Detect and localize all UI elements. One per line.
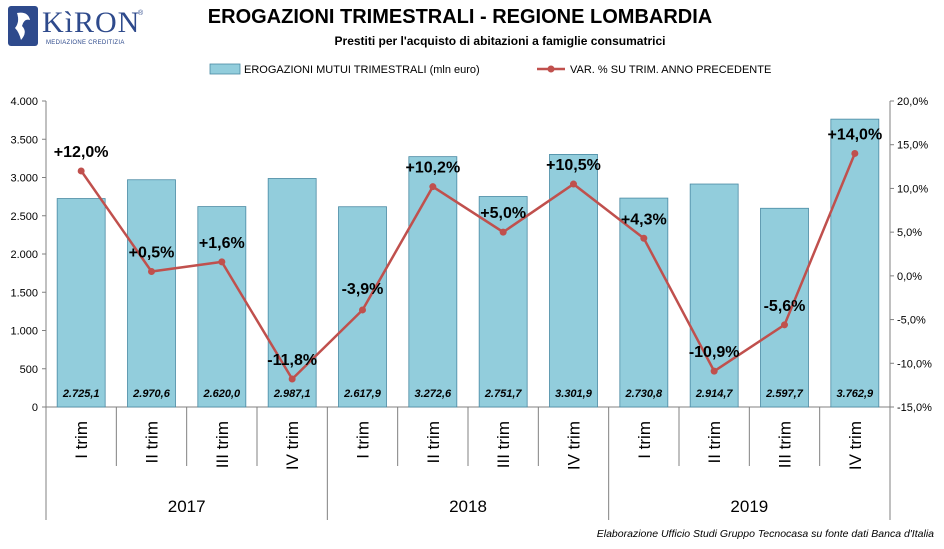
- variation-point-3: [218, 258, 226, 266]
- kiron-emblem-icon: [8, 6, 38, 46]
- variation-value-label: +1,6%: [199, 235, 245, 252]
- variation-point-2: [148, 267, 155, 275]
- bar-value-label: 2.730,8: [624, 388, 663, 400]
- variation-point-4: [288, 375, 296, 383]
- left-axis-tick-label: 0: [32, 402, 38, 414]
- variation-value-label: +0,5%: [129, 244, 175, 261]
- variation-value-label: -3,9%: [342, 281, 384, 298]
- bar-4: [267, 178, 317, 408]
- category-label: III trim: [213, 421, 232, 468]
- category-label: IV trim: [846, 421, 865, 470]
- right-axis-tick-label: -15,0%: [897, 402, 932, 414]
- variation-point-1: [77, 167, 85, 175]
- category-label: II trim: [705, 421, 724, 464]
- left-axis-tick-label: 1.500: [10, 287, 38, 299]
- variation-value-label: +5,0%: [480, 205, 526, 222]
- category-label: IV trim: [283, 421, 302, 470]
- legend-line-label: VAR. % SU TRIM. ANNO PRECEDENTE: [570, 64, 771, 76]
- bar-1: [56, 198, 106, 408]
- bar-value-label: 3.762,9: [836, 388, 874, 400]
- category-label: II trim: [424, 421, 443, 464]
- kiron-logo: KìRON ® MEDIAZIONE CREDITIZIA: [8, 6, 148, 52]
- variation-value-label: +10,5%: [546, 157, 601, 174]
- variation-point-7: [499, 228, 507, 236]
- legend-bar-label: EROGAZIONI MUTUI TRIMESTRALI (mln euro): [244, 64, 480, 76]
- category-label: IV trim: [565, 421, 584, 470]
- legend-bar-swatch: [209, 63, 241, 75]
- category-label: II trim: [143, 421, 162, 464]
- chart-subtitle: Prestiti per l'acquisto di abitazioni a …: [334, 34, 666, 48]
- category-label: I trim: [635, 421, 654, 459]
- right-axis-tick-label: 10,0%: [897, 183, 928, 195]
- left-axis-tick-label: 500: [20, 364, 38, 376]
- bar-9: [619, 197, 669, 408]
- right-axis-tick-label: 0,0%: [897, 271, 922, 283]
- left-axis-tick-label: 3.000: [10, 173, 38, 185]
- variation-point-9: [640, 234, 648, 242]
- right-axis-tick-label: -5,0%: [897, 315, 926, 327]
- bar-3: [197, 206, 247, 408]
- variation-value-label: +4,3%: [621, 211, 667, 228]
- category-label: I trim: [72, 421, 91, 459]
- bar-value-label: 2.725,1: [62, 388, 100, 400]
- variation-point-5: [359, 306, 366, 314]
- logo-brand-text: KìRON: [42, 6, 141, 39]
- bar-value-label: 2.597,7: [765, 388, 804, 400]
- bar-value-label: 2.617,9: [343, 388, 382, 400]
- variation-line: [80, 153, 856, 382]
- left-axis-tick-label: 2.000: [10, 249, 38, 261]
- bar-6: [408, 156, 458, 408]
- year-label: 2018: [449, 497, 487, 516]
- left-axis-tick-label: 2.500: [10, 211, 38, 223]
- variation-point-8: [570, 180, 577, 188]
- year-label: 2017: [168, 497, 206, 516]
- year-label: 2019: [730, 497, 768, 516]
- source-note: Elaborazione Ufficio Studi Gruppo Tecnoc…: [596, 528, 934, 540]
- variation-value-label: +12,0%: [54, 144, 109, 161]
- bar-value-label: 2.914,7: [695, 388, 734, 400]
- legend-line-marker: [547, 65, 555, 73]
- variation-point-12: [851, 149, 859, 157]
- bar-12: [830, 118, 880, 408]
- variation-value-label: -10,9%: [689, 344, 740, 361]
- bar-value-label: 2.620,0: [202, 388, 241, 400]
- bar-11: [760, 207, 809, 408]
- right-axis-tick-label: -10,0%: [897, 358, 932, 370]
- left-axis-tick-label: 1.000: [10, 326, 38, 338]
- variation-value-label: -5,6%: [764, 298, 806, 315]
- variation-value-label: -11,8%: [267, 352, 317, 369]
- variation-point-6: [429, 183, 437, 191]
- right-axis-tick-label: 15,0%: [897, 140, 928, 152]
- bar-7: [478, 196, 528, 408]
- category-label: III trim: [776, 421, 795, 468]
- bar-value-label: 2.970,6: [132, 388, 171, 400]
- left-axis-tick-label: 3.500: [10, 134, 38, 146]
- chart-title: EROGAZIONI TRIMESTRALI - REGIONE LOMBARD…: [207, 6, 713, 28]
- left-axis-tick-label: 4.000: [10, 96, 38, 108]
- bar-value-label: 3.272,6: [414, 388, 452, 400]
- category-label: III trim: [494, 421, 513, 468]
- variation-value-label: +14,0%: [827, 126, 882, 143]
- variation-value-label: +10,2%: [405, 160, 460, 177]
- right-axis-tick-label: 20,0%: [897, 96, 928, 108]
- variation-point-11: [781, 321, 788, 329]
- logo-registered-mark: ®: [138, 10, 144, 17]
- bar-2: [127, 179, 176, 408]
- bar-value-label: 2.987,1: [273, 388, 311, 400]
- right-axis-tick-label: 5,0%: [897, 227, 922, 239]
- category-label: I trim: [354, 421, 373, 459]
- logo-tagline: MEDIAZIONE CREDITIZIA: [46, 40, 125, 46]
- variation-point-10: [710, 367, 718, 375]
- bar-8: [549, 154, 598, 408]
- bar-value-label: 2.751,7: [484, 388, 523, 400]
- bar-value-label: 3.301,9: [555, 388, 593, 400]
